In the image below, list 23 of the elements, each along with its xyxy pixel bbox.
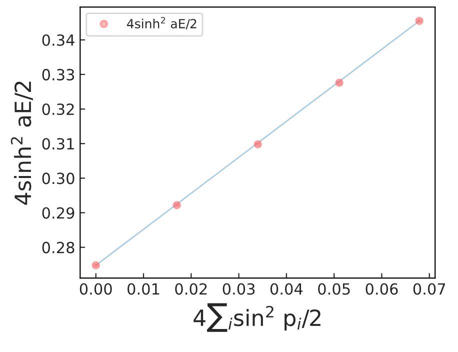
- y-tick-label: 0.30: [42, 172, 74, 184]
- x-axis-title: 4∑$_{i}$sin$^{2}$ p$_{i}$/2: [194, 303, 320, 332]
- y-tick-label: 0.28: [42, 242, 74, 254]
- x-tick-label: 0.00: [80, 283, 112, 295]
- x-tick-label: 0.03: [222, 283, 255, 295]
- y-tick-label: 0.34: [42, 34, 74, 46]
- point: [415, 16, 424, 26]
- x-tick-label: 0.04: [270, 283, 303, 295]
- point: [335, 78, 344, 87]
- x-tick-label: 0.06: [366, 283, 398, 295]
- y-tick-label: 0.31: [42, 138, 74, 150]
- y-axis-title: 4sinh$^{2}$ aE/2: [10, 82, 33, 205]
- point: [254, 140, 262, 148]
- y-tick-label: 0.33: [42, 68, 74, 80]
- point: [172, 200, 182, 210]
- point: [92, 261, 100, 270]
- x-tick-label: 0.05: [318, 283, 350, 295]
- x-tick-label: 0.02: [175, 283, 207, 295]
- y-tick-label: 0.29: [42, 207, 74, 219]
- x-tick-label: 0.07: [413, 283, 446, 295]
- y-tick-label: 0.32: [42, 103, 74, 116]
- legend-label: 4sinh$^{2}$ aE/2: [127, 16, 196, 30]
- x-tick-label: 0.01: [128, 283, 160, 295]
